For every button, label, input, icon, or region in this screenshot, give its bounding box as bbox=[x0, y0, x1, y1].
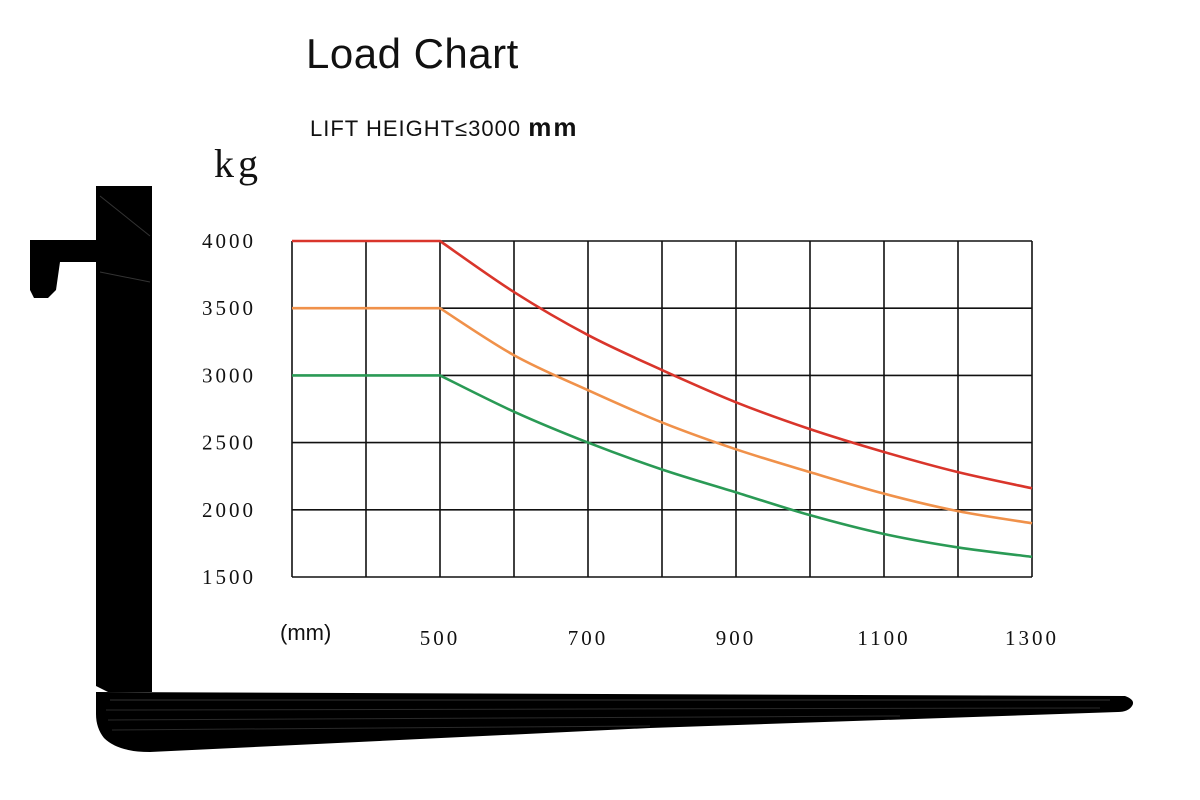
y-tick-label: 2500 bbox=[202, 431, 256, 455]
y-tick-label: 2000 bbox=[202, 498, 256, 522]
y-axis-label: kg bbox=[214, 141, 262, 186]
x-tick-label: 1100 bbox=[857, 626, 910, 650]
y-tick-label: 1500 bbox=[202, 565, 256, 589]
x-tick-label: 700 bbox=[568, 626, 609, 650]
y-tick-labels: 1500 2000 2500 3000 3500 4000 bbox=[202, 229, 256, 589]
y-tick-label: 3500 bbox=[202, 296, 256, 320]
x-tick-labels: 500 700 900 1100 1300 bbox=[420, 626, 1059, 650]
y-tick-label: 3000 bbox=[202, 363, 256, 387]
x-tick-label: 1300 bbox=[1005, 626, 1059, 650]
chart-title: Load Chart bbox=[306, 30, 519, 77]
x-tick-label: 900 bbox=[716, 626, 757, 650]
series-line-1 bbox=[292, 239, 1033, 490]
y-tick-label: 4000 bbox=[202, 229, 256, 253]
x-axis-label: (mm) bbox=[280, 620, 332, 645]
chart-subtitle: LIFT HEIGHT≤3000 mm bbox=[310, 112, 578, 143]
subtitle-unit: mm bbox=[528, 112, 579, 142]
subtitle-text: LIFT HEIGHT≤3000 bbox=[310, 116, 522, 141]
chart-series bbox=[292, 239, 1033, 559]
x-tick-label: 500 bbox=[420, 626, 461, 650]
forklift-fork-icon bbox=[30, 186, 1134, 752]
series-line-3 bbox=[292, 374, 1033, 559]
chart-grid bbox=[291, 240, 1033, 578]
series-line-2 bbox=[292, 306, 1033, 525]
